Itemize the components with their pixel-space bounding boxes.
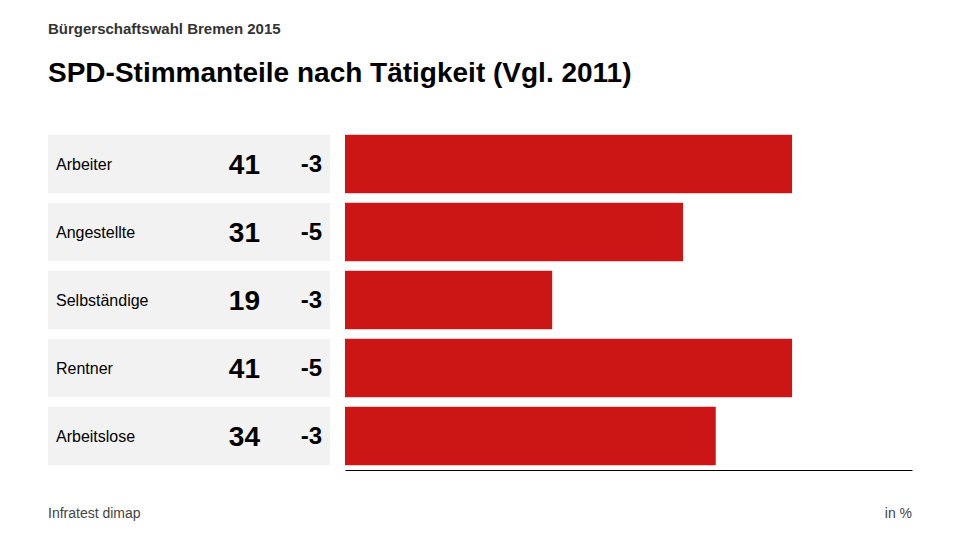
source: Infratest dimap (48, 505, 141, 521)
x-axis (346, 470, 913, 471)
bar (345, 407, 716, 465)
change-label: -3 (301, 422, 322, 449)
table-row (48, 339, 330, 397)
category-label: Selbständige (56, 292, 149, 309)
bar (345, 203, 683, 261)
table-row (48, 203, 330, 261)
value-label: 41 (229, 149, 260, 180)
bar (345, 135, 792, 193)
value-label: 19 (229, 285, 260, 316)
table-row (48, 271, 330, 329)
value-label: 34 (229, 421, 261, 452)
unit: in % (885, 505, 912, 521)
category-label: Arbeitslose (56, 428, 135, 445)
category-label: Angestellte (56, 224, 135, 241)
title: SPD-Stimmanteile nach Tätigkeit (Vgl. 20… (48, 57, 632, 88)
bar (345, 271, 552, 329)
change-label: -5 (301, 218, 322, 245)
change-label: -3 (301, 150, 322, 177)
bar (345, 339, 792, 397)
change-label: -3 (301, 286, 322, 313)
change-label: -5 (301, 354, 322, 381)
subtitle: Bürgerschaftswahl Bremen 2015 (48, 20, 281, 37)
value-label: 31 (229, 217, 260, 248)
bars (345, 135, 792, 465)
table-row (48, 407, 330, 465)
category-label: Rentner (56, 360, 114, 377)
labels: Arbeiter 41 -3 Angestellte 31 -5 Selbständige 1… (56, 149, 322, 452)
axis-line (346, 470, 913, 471)
value-label: 41 (229, 353, 260, 384)
chart: Bürgerschaftswahl Bremen 2015 SPD-Stimman… (0, 0, 960, 544)
table-row (48, 135, 330, 193)
category-label: Arbeiter (56, 156, 113, 173)
table (48, 135, 330, 465)
